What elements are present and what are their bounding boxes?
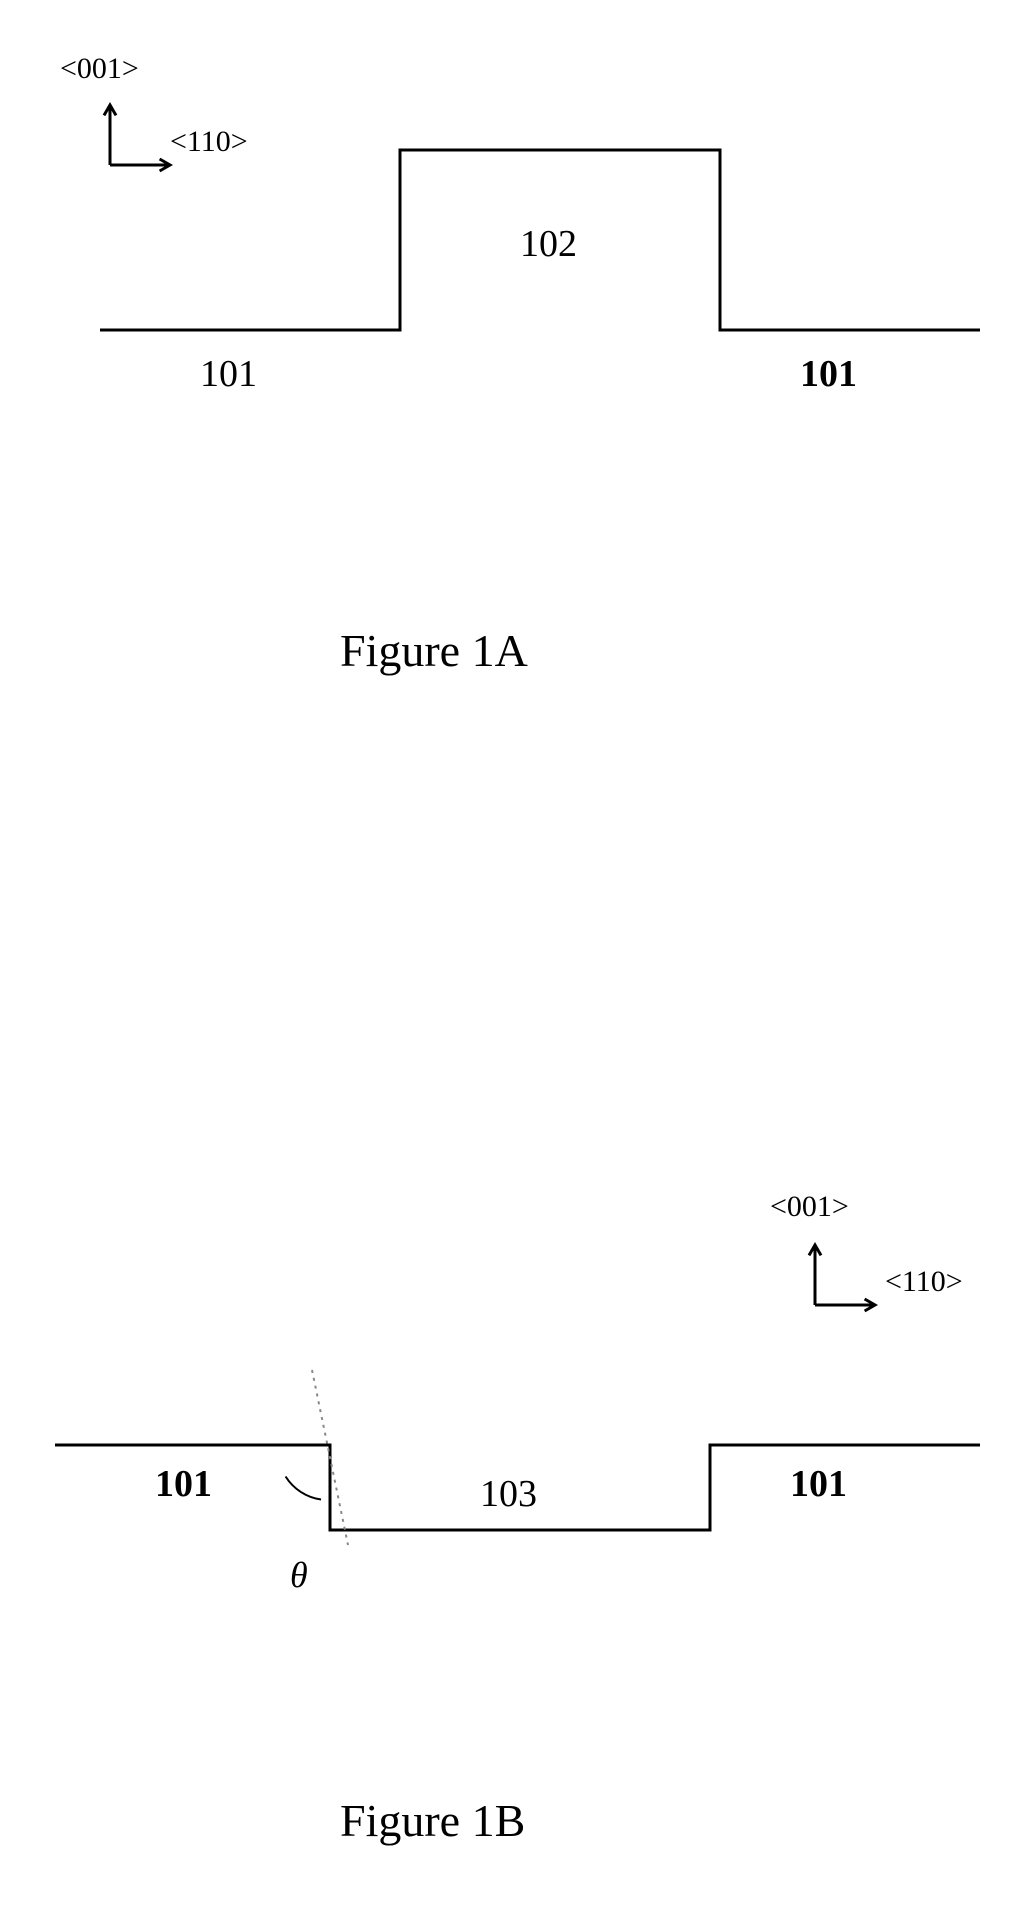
diagram-svg xyxy=(0,0,1030,1906)
fig-b-axis-up-label: <001> xyxy=(770,1190,849,1224)
fig-b-label-101-right: 101 xyxy=(790,1462,847,1506)
fig-b-label-103: 103 xyxy=(480,1472,537,1516)
fig-b-axis-right-label: <110> xyxy=(885,1265,963,1299)
fig-a-axis-up-label: <001> xyxy=(60,52,139,86)
fig-a-caption: Figure 1A xyxy=(340,624,528,677)
fig-a-axis-right-label: <110> xyxy=(170,125,248,159)
page: <001> <110> 101 102 101 Figure 1A <001> … xyxy=(0,0,1030,1906)
fig-b-caption: Figure 1B xyxy=(340,1794,525,1847)
fig-a-label-101-right: 101 xyxy=(800,352,857,396)
fig-b-theta-label: θ xyxy=(290,1554,308,1596)
fig-b-label-101-left: 101 xyxy=(155,1462,212,1506)
fig-a-label-102: 102 xyxy=(520,222,577,266)
fig-a-label-101-left: 101 xyxy=(200,352,257,396)
